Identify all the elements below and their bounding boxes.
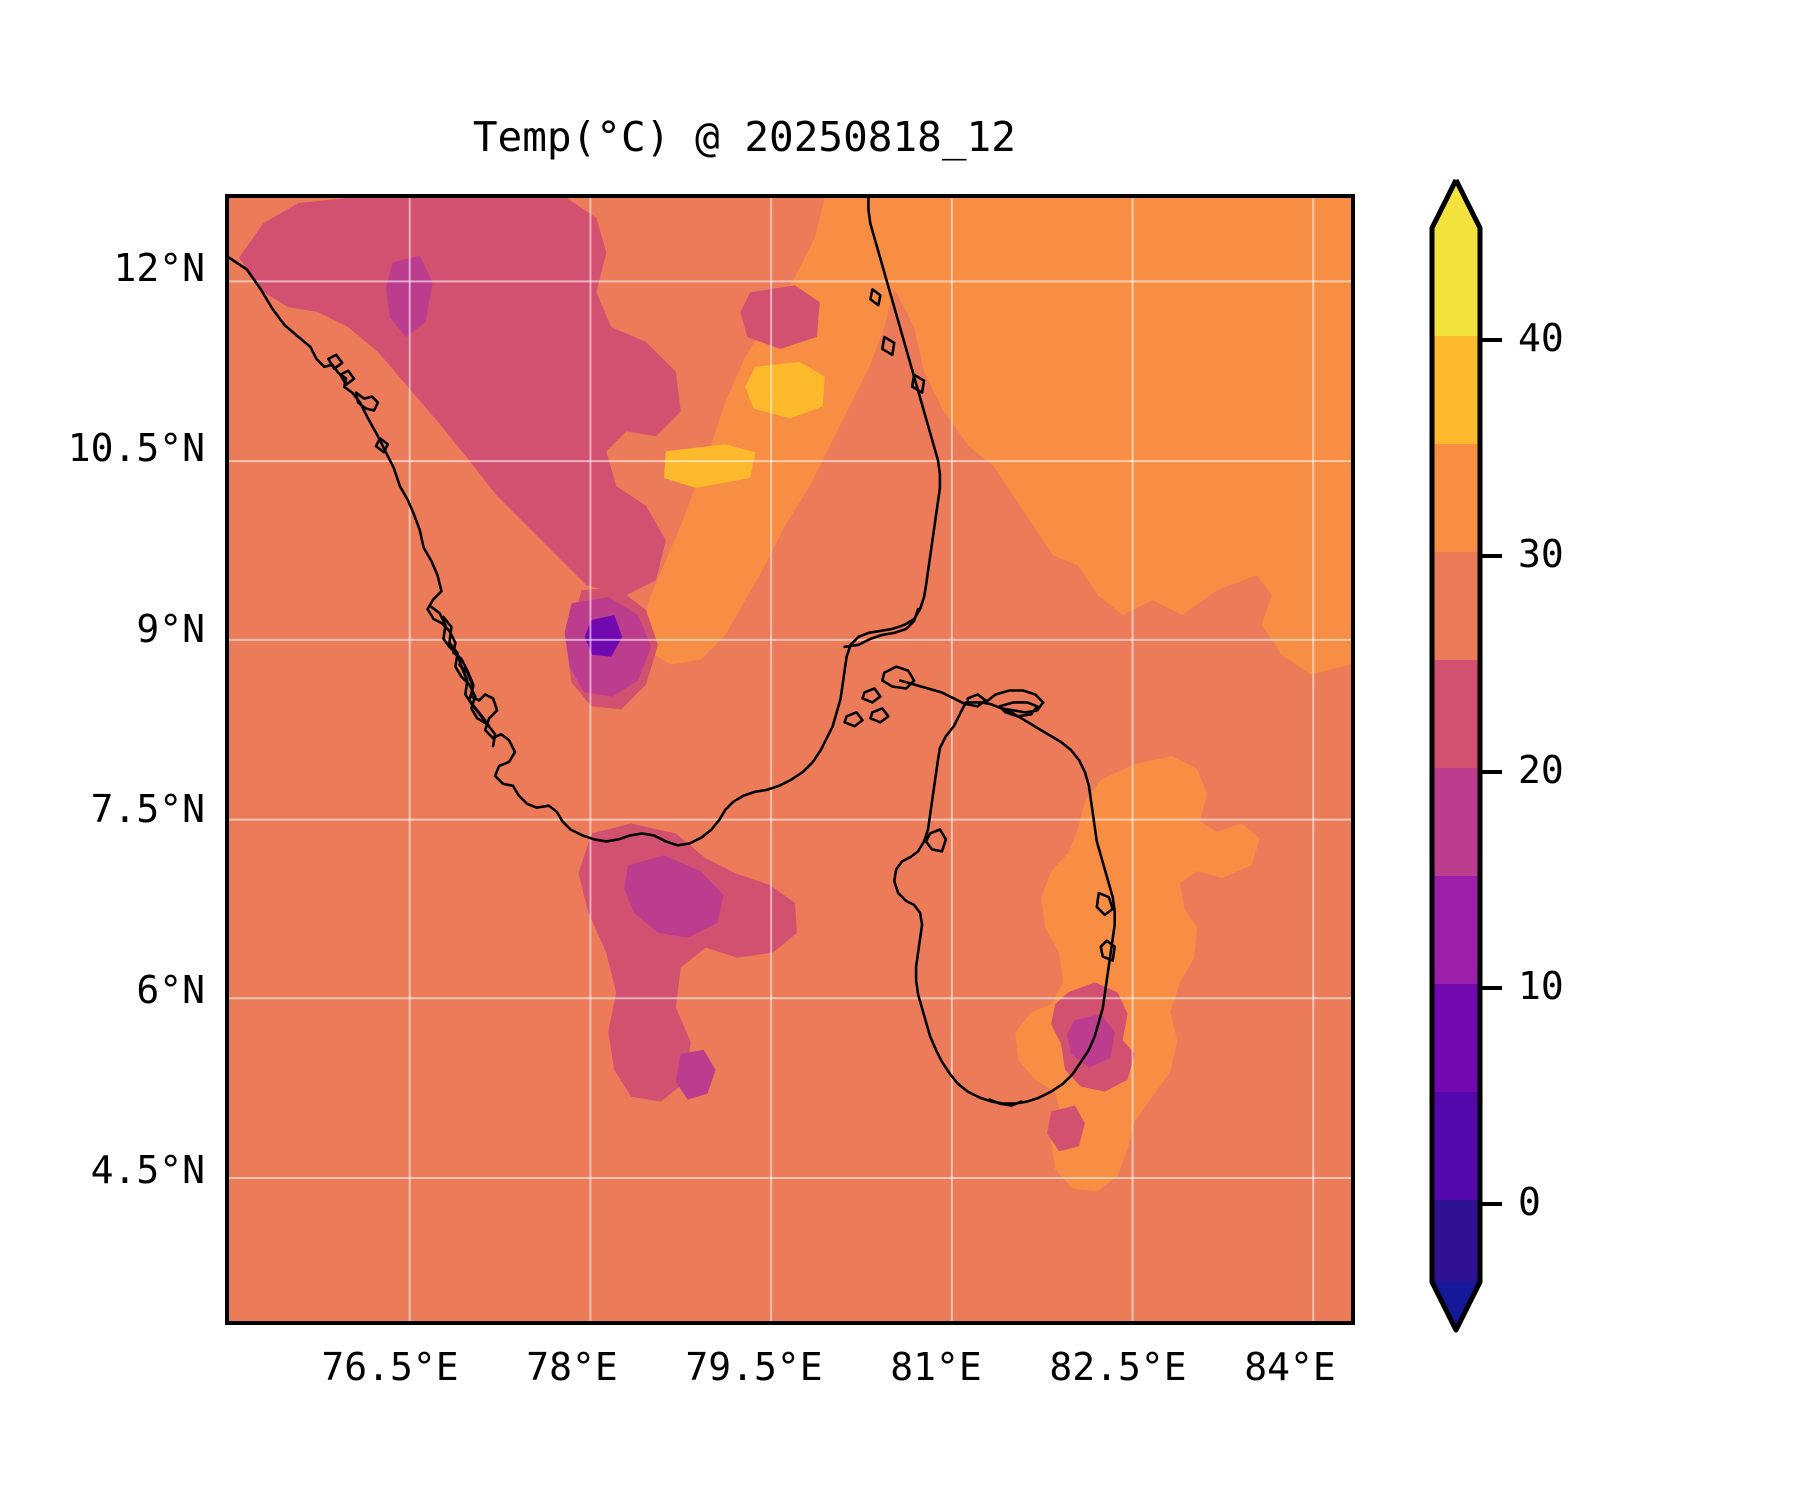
coastline-island-small-a <box>861 687 882 704</box>
map-axes[interactable] <box>225 194 1355 1325</box>
colorbar-tick-0 <box>1480 1202 1502 1206</box>
coastline-adams-bridge <box>898 679 968 706</box>
colorbar-outline <box>1429 178 1483 1333</box>
temperature-contour-map <box>229 198 1351 1321</box>
x-tick-label-82_5E: 82.5°E <box>1049 1345 1187 1389</box>
contour-band-magenta-small-2 <box>675 1049 716 1100</box>
contour-band-purple-core <box>584 615 623 657</box>
coastline-east-inlet-2 <box>881 335 896 357</box>
colorbar-tick-label-30: 30 <box>1518 532 1564 576</box>
contour-band-crimson-tn-small <box>740 285 820 349</box>
colorbar-tick-20 <box>1480 770 1502 774</box>
coastline-island-small-c <box>869 707 890 724</box>
coastline-east-inlet-1 <box>869 288 882 307</box>
x-tick-label-84E: 84°E <box>1244 1345 1336 1389</box>
colorbar-band-25-30 <box>1432 552 1480 660</box>
colorbar-band-35-40 <box>1432 336 1480 444</box>
figure-title-line1: Temp(°C) @ 20250818_12 <box>472 113 1016 162</box>
x-tick-label-79_5E: 79.5°E <box>685 1345 823 1389</box>
contour-band-magenta-ghats-south <box>624 855 724 938</box>
coastline-jaffna-peninsula <box>984 689 1045 714</box>
colorbar-band-0-5 <box>1432 1092 1480 1200</box>
coastline-kerala-lagoon <box>354 391 380 412</box>
colorbar-band-15-20 <box>1432 768 1480 876</box>
colorbar-band-5-10 <box>1432 984 1480 1092</box>
coastline-srilanka-east-inlet <box>1095 891 1114 917</box>
colorbar-band-10-15 <box>1432 876 1480 984</box>
contour-band-orange-east <box>834 198 1351 675</box>
colorbar-tick-label-10: 10 <box>1518 964 1564 1008</box>
coastline-small-island-2 <box>338 369 356 386</box>
colorbar-tick-label-0: 0 <box>1518 1180 1541 1224</box>
contour-band-magenta-srilanka-peak <box>1067 1014 1115 1068</box>
coastline-srilanka-south-detail <box>988 1098 1023 1107</box>
colorbar-tick-label-20: 20 <box>1518 748 1564 792</box>
x-tick-label-78E: 78°E <box>526 1345 618 1389</box>
colorbar-band-40-45 <box>1432 228 1480 336</box>
colorbar-tick-label-40: 40 <box>1518 316 1564 360</box>
y-tick-label-10_5N: 10.5°N <box>67 426 205 470</box>
contour-band-amber-hotspot-1 <box>745 361 825 419</box>
contour-band-crimson-srilanka-small <box>1047 1105 1085 1152</box>
coastline-east-inlet-3 <box>910 373 926 394</box>
colorbar-band-20-25 <box>1432 660 1480 768</box>
coastline-layer <box>229 198 1116 1107</box>
coastline-jaffna-lagoon <box>998 701 1039 718</box>
x-tick-label-76_5E: 76.5°E <box>321 1345 459 1389</box>
coastline-palk-coast <box>843 607 920 649</box>
coastline-srilanka-batticaloa <box>1099 939 1116 962</box>
contour-band-crimson-ghats-north <box>238 198 681 596</box>
contour-band-orange-srilanka-east <box>1015 756 1260 1191</box>
x-tick-label-81E: 81°E <box>890 1345 982 1389</box>
colorbar-tick-30 <box>1480 554 1502 558</box>
contour-band-amber-hotspot-2 <box>663 444 756 488</box>
colorbar-extend-under <box>1432 1282 1480 1330</box>
coastline-small-island-1 <box>327 353 344 371</box>
colorbar-band-30-35 <box>1432 444 1480 552</box>
colorbar-gradient <box>1429 178 1483 1333</box>
y-tick-label-7_5N: 7.5°N <box>90 787 205 831</box>
coastline-island-small-b <box>843 711 864 728</box>
y-tick-label-9N: 9°N <box>136 607 205 651</box>
colorbar-band-minus5-0 <box>1432 1200 1480 1282</box>
map-plot-area <box>229 198 1351 1321</box>
colorbar[interactable]: 40 30 20 10 0 <box>1429 178 1564 1333</box>
colorbar-bands <box>1429 178 1483 1333</box>
coastline-vembanad-1 <box>430 605 497 748</box>
y-tick-label-6N: 6°N <box>136 968 205 1012</box>
coastline-ghats-notch <box>374 436 390 454</box>
y-tick-label-12N: 12°N <box>113 246 205 290</box>
colorbar-tick-10 <box>1480 986 1502 990</box>
coastline-jaffna-islands <box>966 693 987 708</box>
map-gridlines <box>229 198 1351 1321</box>
colorbar-extend-over <box>1432 180 1480 228</box>
coastline-india-peninsula <box>229 198 942 847</box>
coastline-vembanad-3 <box>458 663 487 722</box>
contour-band-orange-tn-inner <box>641 198 910 665</box>
colorbar-tick-40 <box>1480 338 1502 342</box>
coastline-srilanka-west-inlet <box>924 828 948 853</box>
y-tick-label-4_5N: 4.5°N <box>90 1148 205 1192</box>
